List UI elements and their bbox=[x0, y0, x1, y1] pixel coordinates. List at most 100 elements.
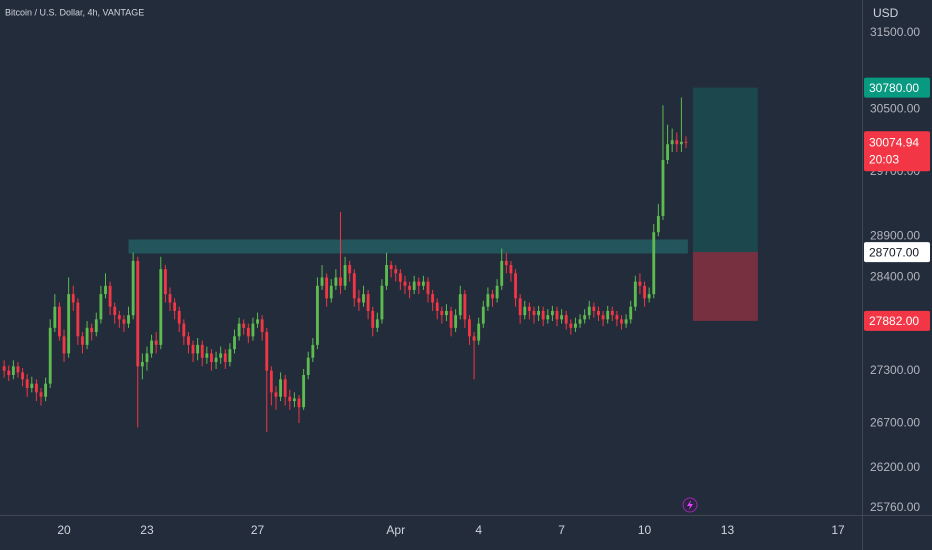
candle-body bbox=[251, 323, 255, 337]
candle-body bbox=[675, 140, 679, 145]
candle-body bbox=[302, 374, 306, 408]
candle-body bbox=[210, 353, 213, 363]
candle-body bbox=[620, 319, 623, 324]
candle-body bbox=[601, 315, 605, 320]
candle-body bbox=[477, 323, 481, 341]
candle-body bbox=[81, 336, 84, 345]
candle-body bbox=[292, 398, 296, 402]
stop-price-label-box bbox=[864, 310, 930, 331]
candle-body bbox=[348, 265, 352, 274]
candle-body bbox=[108, 285, 112, 307]
candle-body bbox=[94, 319, 98, 333]
candle-body bbox=[532, 310, 536, 316]
candle-body bbox=[53, 306, 57, 328]
position-profit bbox=[692, 87, 758, 253]
candle-body bbox=[329, 285, 333, 299]
candle-body bbox=[606, 310, 610, 320]
candle-body bbox=[523, 306, 527, 316]
candle-body bbox=[550, 310, 554, 316]
candle-body bbox=[168, 294, 172, 303]
x-tick-label: 13 bbox=[721, 523, 735, 537]
candle-body bbox=[491, 294, 494, 299]
candle-body bbox=[237, 323, 241, 337]
candle-body bbox=[260, 319, 264, 333]
current-price-label: 30074.94 bbox=[869, 135, 919, 149]
candle-body bbox=[85, 327, 89, 345]
candle-body bbox=[76, 302, 80, 337]
x-tick-label: 4 bbox=[475, 523, 482, 537]
candle-body bbox=[435, 302, 439, 311]
candle-body bbox=[468, 319, 471, 337]
support-zone bbox=[128, 239, 688, 254]
candle-body bbox=[279, 379, 283, 397]
current-price-box bbox=[864, 131, 930, 172]
candle-body bbox=[30, 383, 34, 389]
candle-body bbox=[647, 294, 651, 299]
candle-body bbox=[265, 332, 269, 371]
candle-body bbox=[398, 273, 402, 282]
candle-body bbox=[316, 285, 319, 345]
candle-body bbox=[159, 269, 163, 345]
candle-body bbox=[481, 306, 485, 324]
candle-body bbox=[2, 366, 6, 371]
candle-body bbox=[509, 265, 513, 274]
candle-body bbox=[196, 344, 200, 354]
candle-body bbox=[417, 281, 421, 286]
candle-body bbox=[288, 396, 292, 402]
candle-body bbox=[454, 315, 458, 328]
candle-body bbox=[408, 285, 412, 290]
candle-body bbox=[514, 273, 517, 299]
candle-body bbox=[274, 392, 278, 397]
candle-body bbox=[269, 370, 273, 393]
candle-body bbox=[380, 285, 384, 320]
y-tick-label: 26700.00 bbox=[870, 415, 920, 429]
candle-body bbox=[421, 281, 425, 286]
candle-body bbox=[67, 294, 71, 354]
candle-body bbox=[643, 285, 646, 299]
candle-body bbox=[21, 372, 25, 380]
candle-body bbox=[140, 362, 144, 367]
candle-body bbox=[11, 366, 15, 375]
candle-body bbox=[343, 265, 347, 286]
candle-body bbox=[205, 353, 209, 358]
position-loss bbox=[692, 252, 758, 321]
candle-body bbox=[16, 366, 20, 373]
y-tick-label: 25760.00 bbox=[870, 500, 920, 514]
y-tick-label: 30500.00 bbox=[870, 101, 920, 115]
candle-body bbox=[154, 340, 158, 345]
currency: USD bbox=[873, 6, 899, 20]
candle-body bbox=[486, 294, 490, 307]
candle-body bbox=[117, 315, 121, 320]
candle-body bbox=[403, 281, 407, 286]
candle-body bbox=[90, 327, 94, 333]
candle-body bbox=[34, 383, 38, 393]
candle-body bbox=[306, 357, 310, 375]
candle-body bbox=[629, 306, 633, 320]
candle-body bbox=[219, 353, 223, 358]
event-icon-bolt bbox=[687, 500, 693, 510]
x-tick-label: 7 bbox=[558, 523, 565, 537]
candle-body bbox=[320, 277, 324, 286]
candle-body bbox=[504, 260, 508, 266]
candle-body bbox=[44, 383, 48, 397]
candle-body bbox=[666, 144, 670, 160]
candle-body bbox=[325, 277, 329, 299]
candle-body bbox=[389, 265, 393, 270]
candle-body bbox=[574, 323, 577, 328]
candle-body bbox=[283, 379, 287, 397]
candle-body bbox=[431, 294, 435, 303]
candle-body bbox=[541, 310, 545, 320]
chart-title: Bitcoin / U.S. Dollar, 4h, VANTAGE bbox=[5, 7, 144, 17]
candle-body bbox=[200, 344, 204, 358]
candle-body bbox=[357, 298, 361, 303]
countdown-label: 20:03 bbox=[869, 152, 899, 166]
candle-body bbox=[223, 353, 227, 363]
candle-body bbox=[150, 340, 154, 354]
candle-body bbox=[187, 336, 190, 345]
target-price-label: 30780.00 bbox=[869, 81, 919, 95]
candle-body bbox=[122, 319, 126, 324]
candle-body bbox=[624, 319, 628, 324]
candle-body bbox=[228, 349, 232, 363]
